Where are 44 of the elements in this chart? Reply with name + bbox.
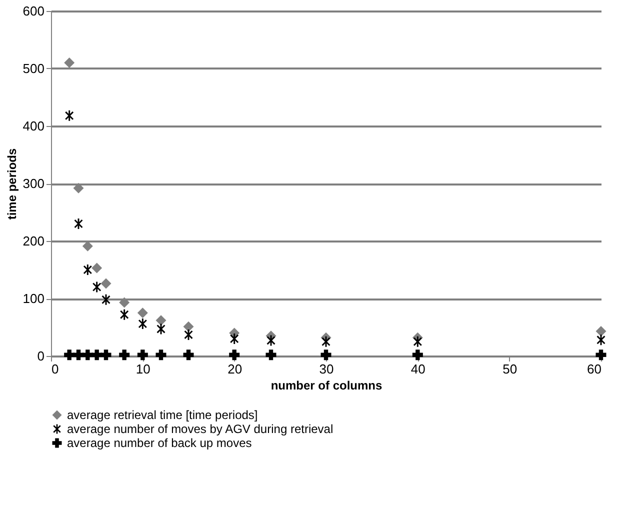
- point: [82, 350, 93, 360]
- point: [64, 350, 75, 360]
- y-tick-label: 500: [22, 61, 44, 76]
- point: [183, 350, 194, 360]
- x-tick-label: 60: [587, 362, 602, 376]
- y-tick-label: 100: [22, 291, 44, 306]
- point: [65, 110, 74, 121]
- x-tick-label: 30: [319, 362, 334, 376]
- point: [137, 308, 148, 318]
- point: [266, 350, 276, 360]
- y-axis-title: time periods: [4, 148, 19, 220]
- point: [119, 297, 130, 308]
- x-tick-label: 20: [228, 362, 242, 376]
- point: [92, 262, 102, 274]
- x-tick-label: 0: [52, 362, 59, 376]
- x-axis-title: number of columns: [270, 378, 382, 392]
- y-tick-label: 0: [37, 348, 44, 364]
- point: [412, 350, 423, 360]
- legend-label: average retrieval time [time periods]: [67, 408, 258, 422]
- y-tick-label: 200: [22, 234, 44, 248]
- point: [138, 318, 147, 330]
- point: [320, 350, 332, 360]
- point: [183, 321, 194, 332]
- y-tick-label: 600: [22, 4, 44, 18]
- point: [596, 350, 606, 360]
- point: [100, 278, 112, 289]
- point: [64, 58, 75, 68]
- point: [596, 326, 606, 337]
- point: [73, 182, 84, 194]
- point: [92, 350, 102, 360]
- legend-label: average number of back up moves: [67, 436, 252, 450]
- y-tick-label: 400: [22, 118, 44, 134]
- y-tick-label: 300: [22, 176, 44, 191]
- point: [100, 350, 112, 360]
- point: [229, 350, 240, 360]
- point: [119, 350, 130, 360]
- point: [137, 350, 148, 360]
- x-tick-label: 40: [410, 362, 426, 376]
- x-tick-label: 50: [502, 362, 518, 376]
- x-tick-label: 10: [136, 362, 150, 376]
- point: [413, 336, 422, 347]
- point: [156, 350, 166, 360]
- point: [156, 315, 166, 326]
- legend-label: average number of moves by AGV during retrieval: [67, 422, 334, 436]
